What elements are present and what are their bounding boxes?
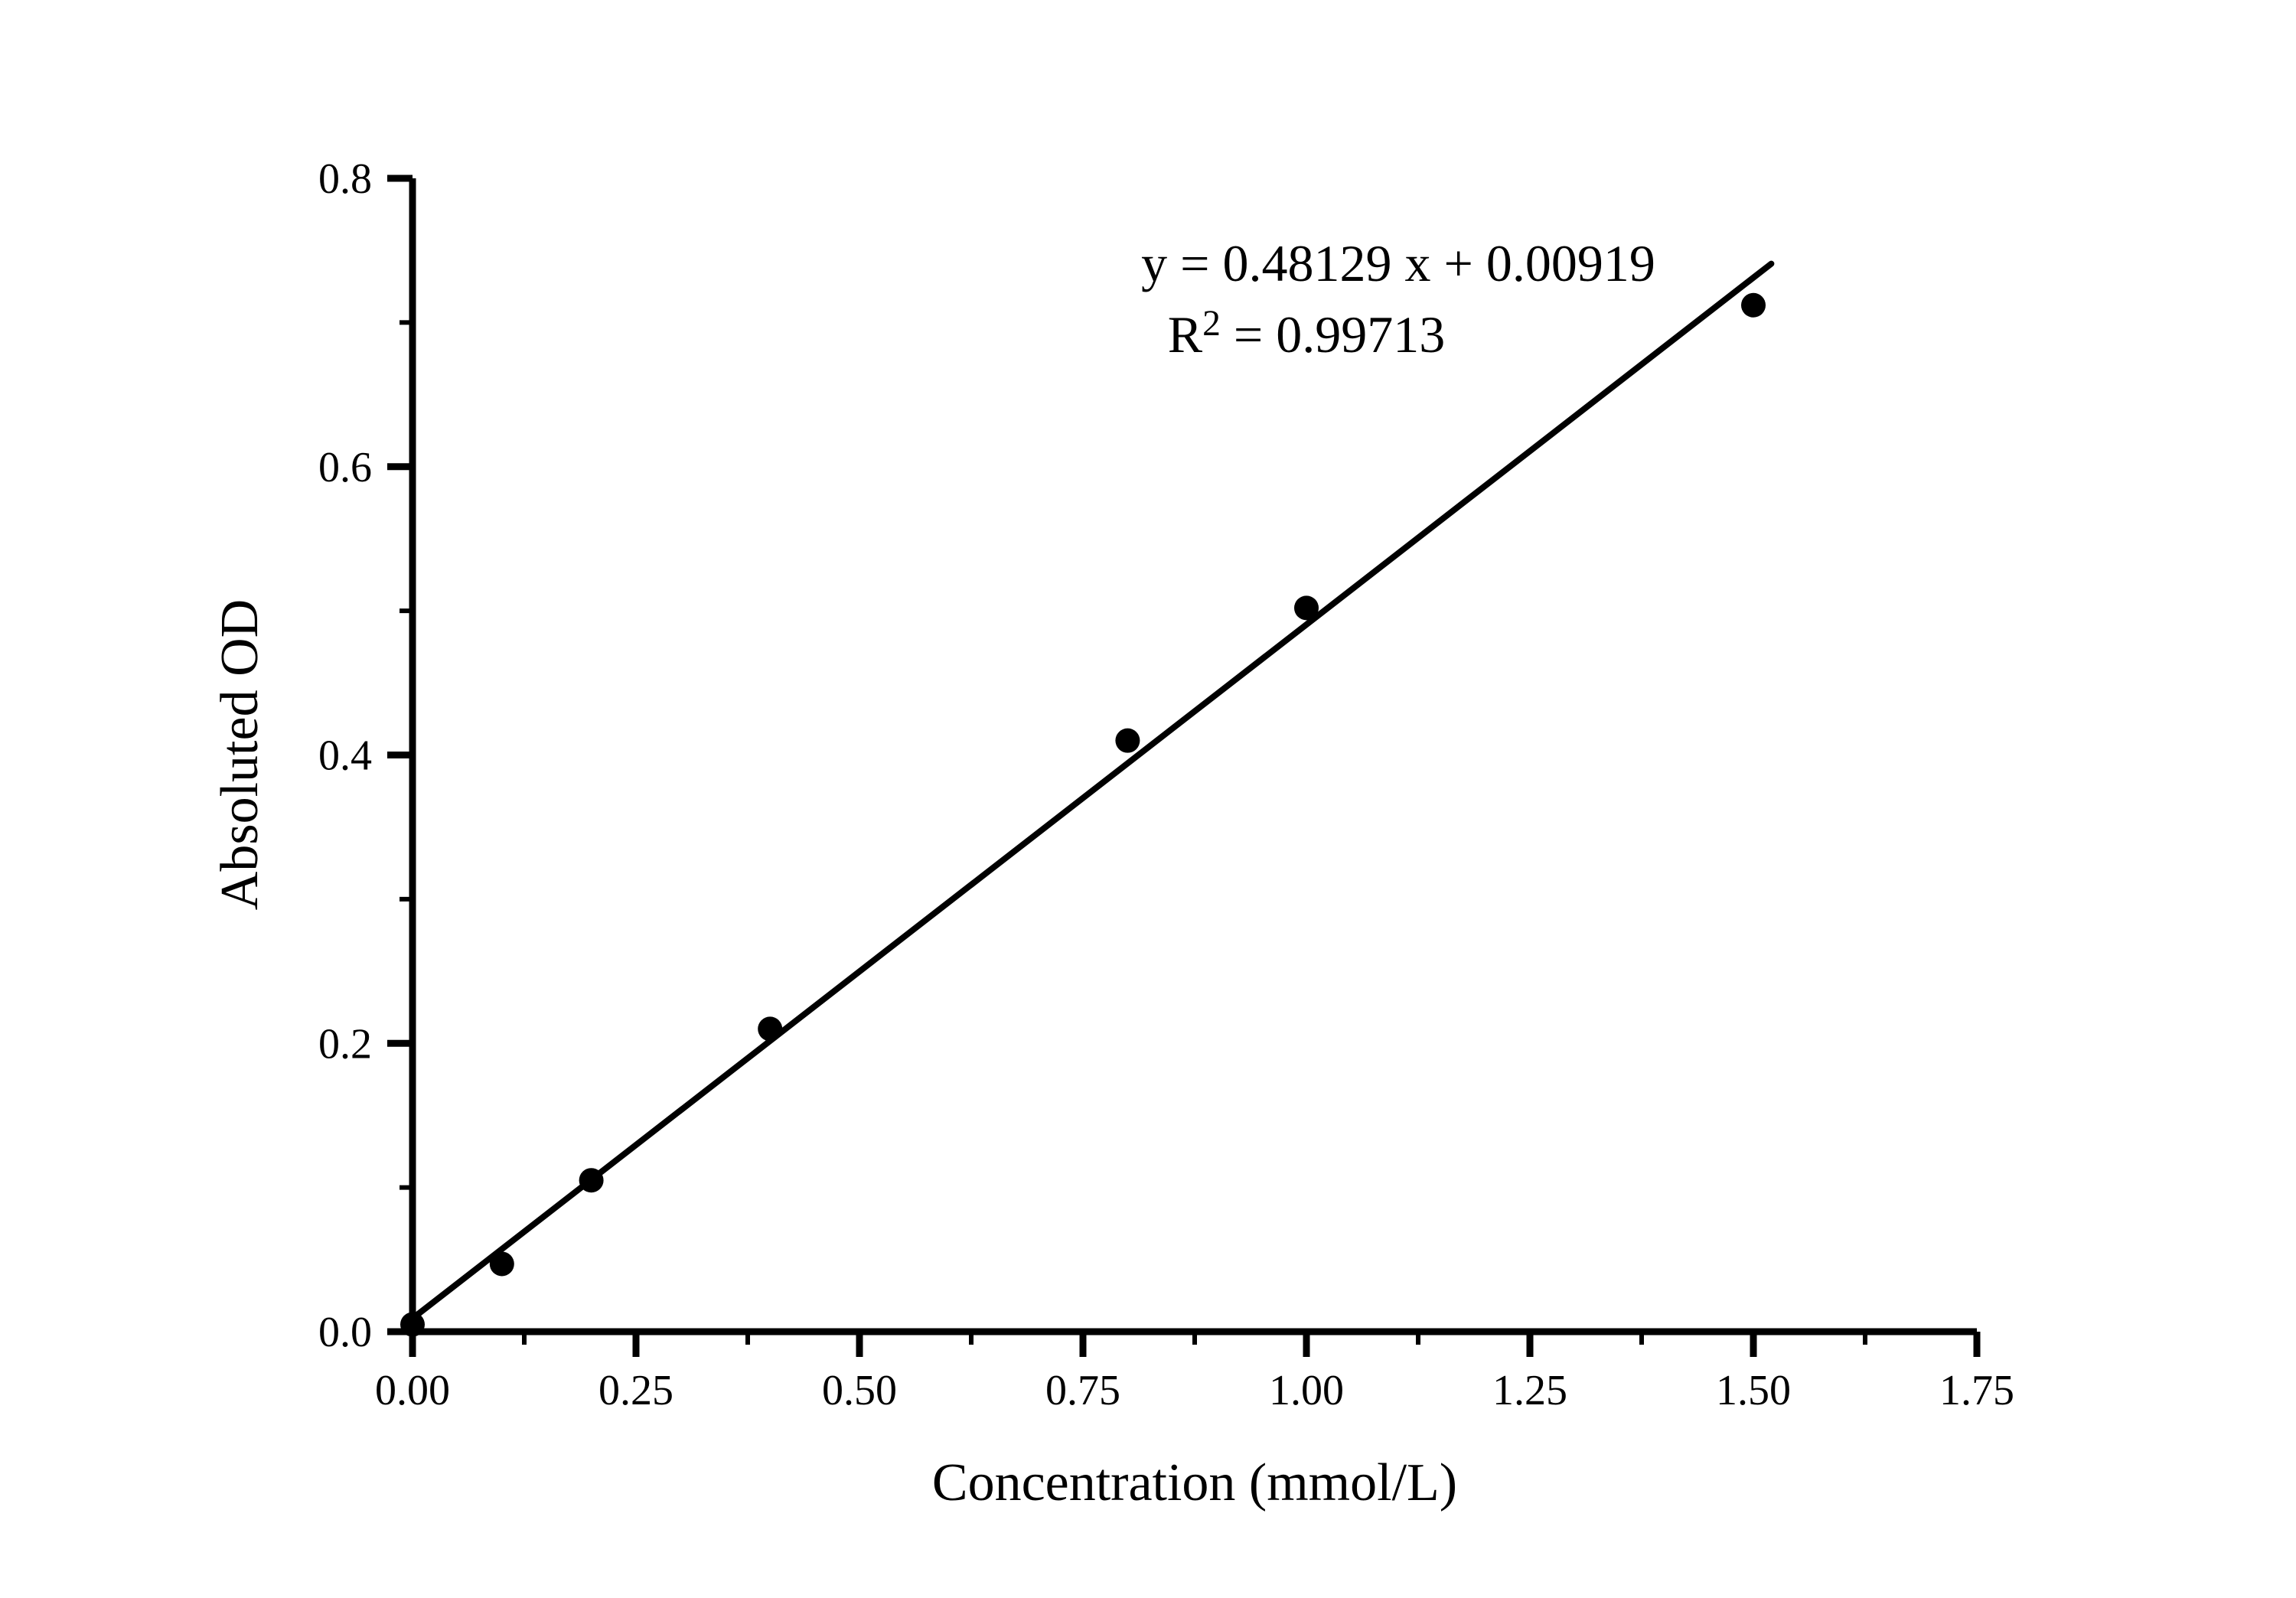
x-axis-ticks	[409, 1332, 1981, 1357]
y-axis-ticks	[387, 174, 413, 1335]
data-point	[1115, 728, 1140, 753]
data-point	[758, 1016, 783, 1042]
x-tick-label: 1.50	[1716, 1367, 1791, 1414]
data-point	[1294, 595, 1319, 621]
x-tick-label: 0.75	[1045, 1367, 1120, 1414]
y-axis-title: Absoluted OD	[210, 599, 269, 910]
x-tick-label: 1.25	[1492, 1367, 1567, 1414]
y-tick-label: 0.0	[318, 1309, 372, 1356]
r-squared-superscript: 2	[1202, 304, 1221, 344]
data-points	[400, 292, 1766, 1337]
r-squared-value: = 0.99713	[1221, 305, 1445, 364]
x-tick-label: 1.00	[1269, 1367, 1344, 1414]
y-tick-label: 0.8	[318, 155, 372, 203]
data-point	[489, 1251, 514, 1277]
y-tick-label: 0.2	[318, 1020, 372, 1068]
r-squared-label: R2 = 0.99713	[1168, 304, 1446, 364]
x-axis-title: Concentration (mmol/L)	[932, 1453, 1457, 1512]
y-tick-labels: 0.0 0.2 0.4 0.6 0.8	[318, 155, 372, 1356]
data-point	[400, 1312, 425, 1337]
fit-equation-label: y = 0.48129 x + 0.00919	[1141, 234, 1655, 292]
x-tick-label: 1.75	[1939, 1367, 2014, 1414]
fit-line	[409, 260, 1775, 1322]
x-tick-labels: 0.00 0.25 0.50 0.75 1.00 1.25 1.50 1.75	[375, 1367, 2014, 1414]
data-point	[1741, 292, 1766, 318]
x-tick-label: 0.25	[598, 1367, 673, 1414]
y-tick-label: 0.6	[318, 444, 372, 491]
linear-fit-line	[409, 260, 1775, 1322]
r-squared-base: R	[1168, 305, 1203, 364]
x-tick-label: 0.00	[375, 1367, 450, 1414]
x-tick-label: 0.50	[822, 1367, 897, 1414]
y-tick-label: 0.4	[318, 732, 372, 780]
data-point	[579, 1168, 604, 1193]
